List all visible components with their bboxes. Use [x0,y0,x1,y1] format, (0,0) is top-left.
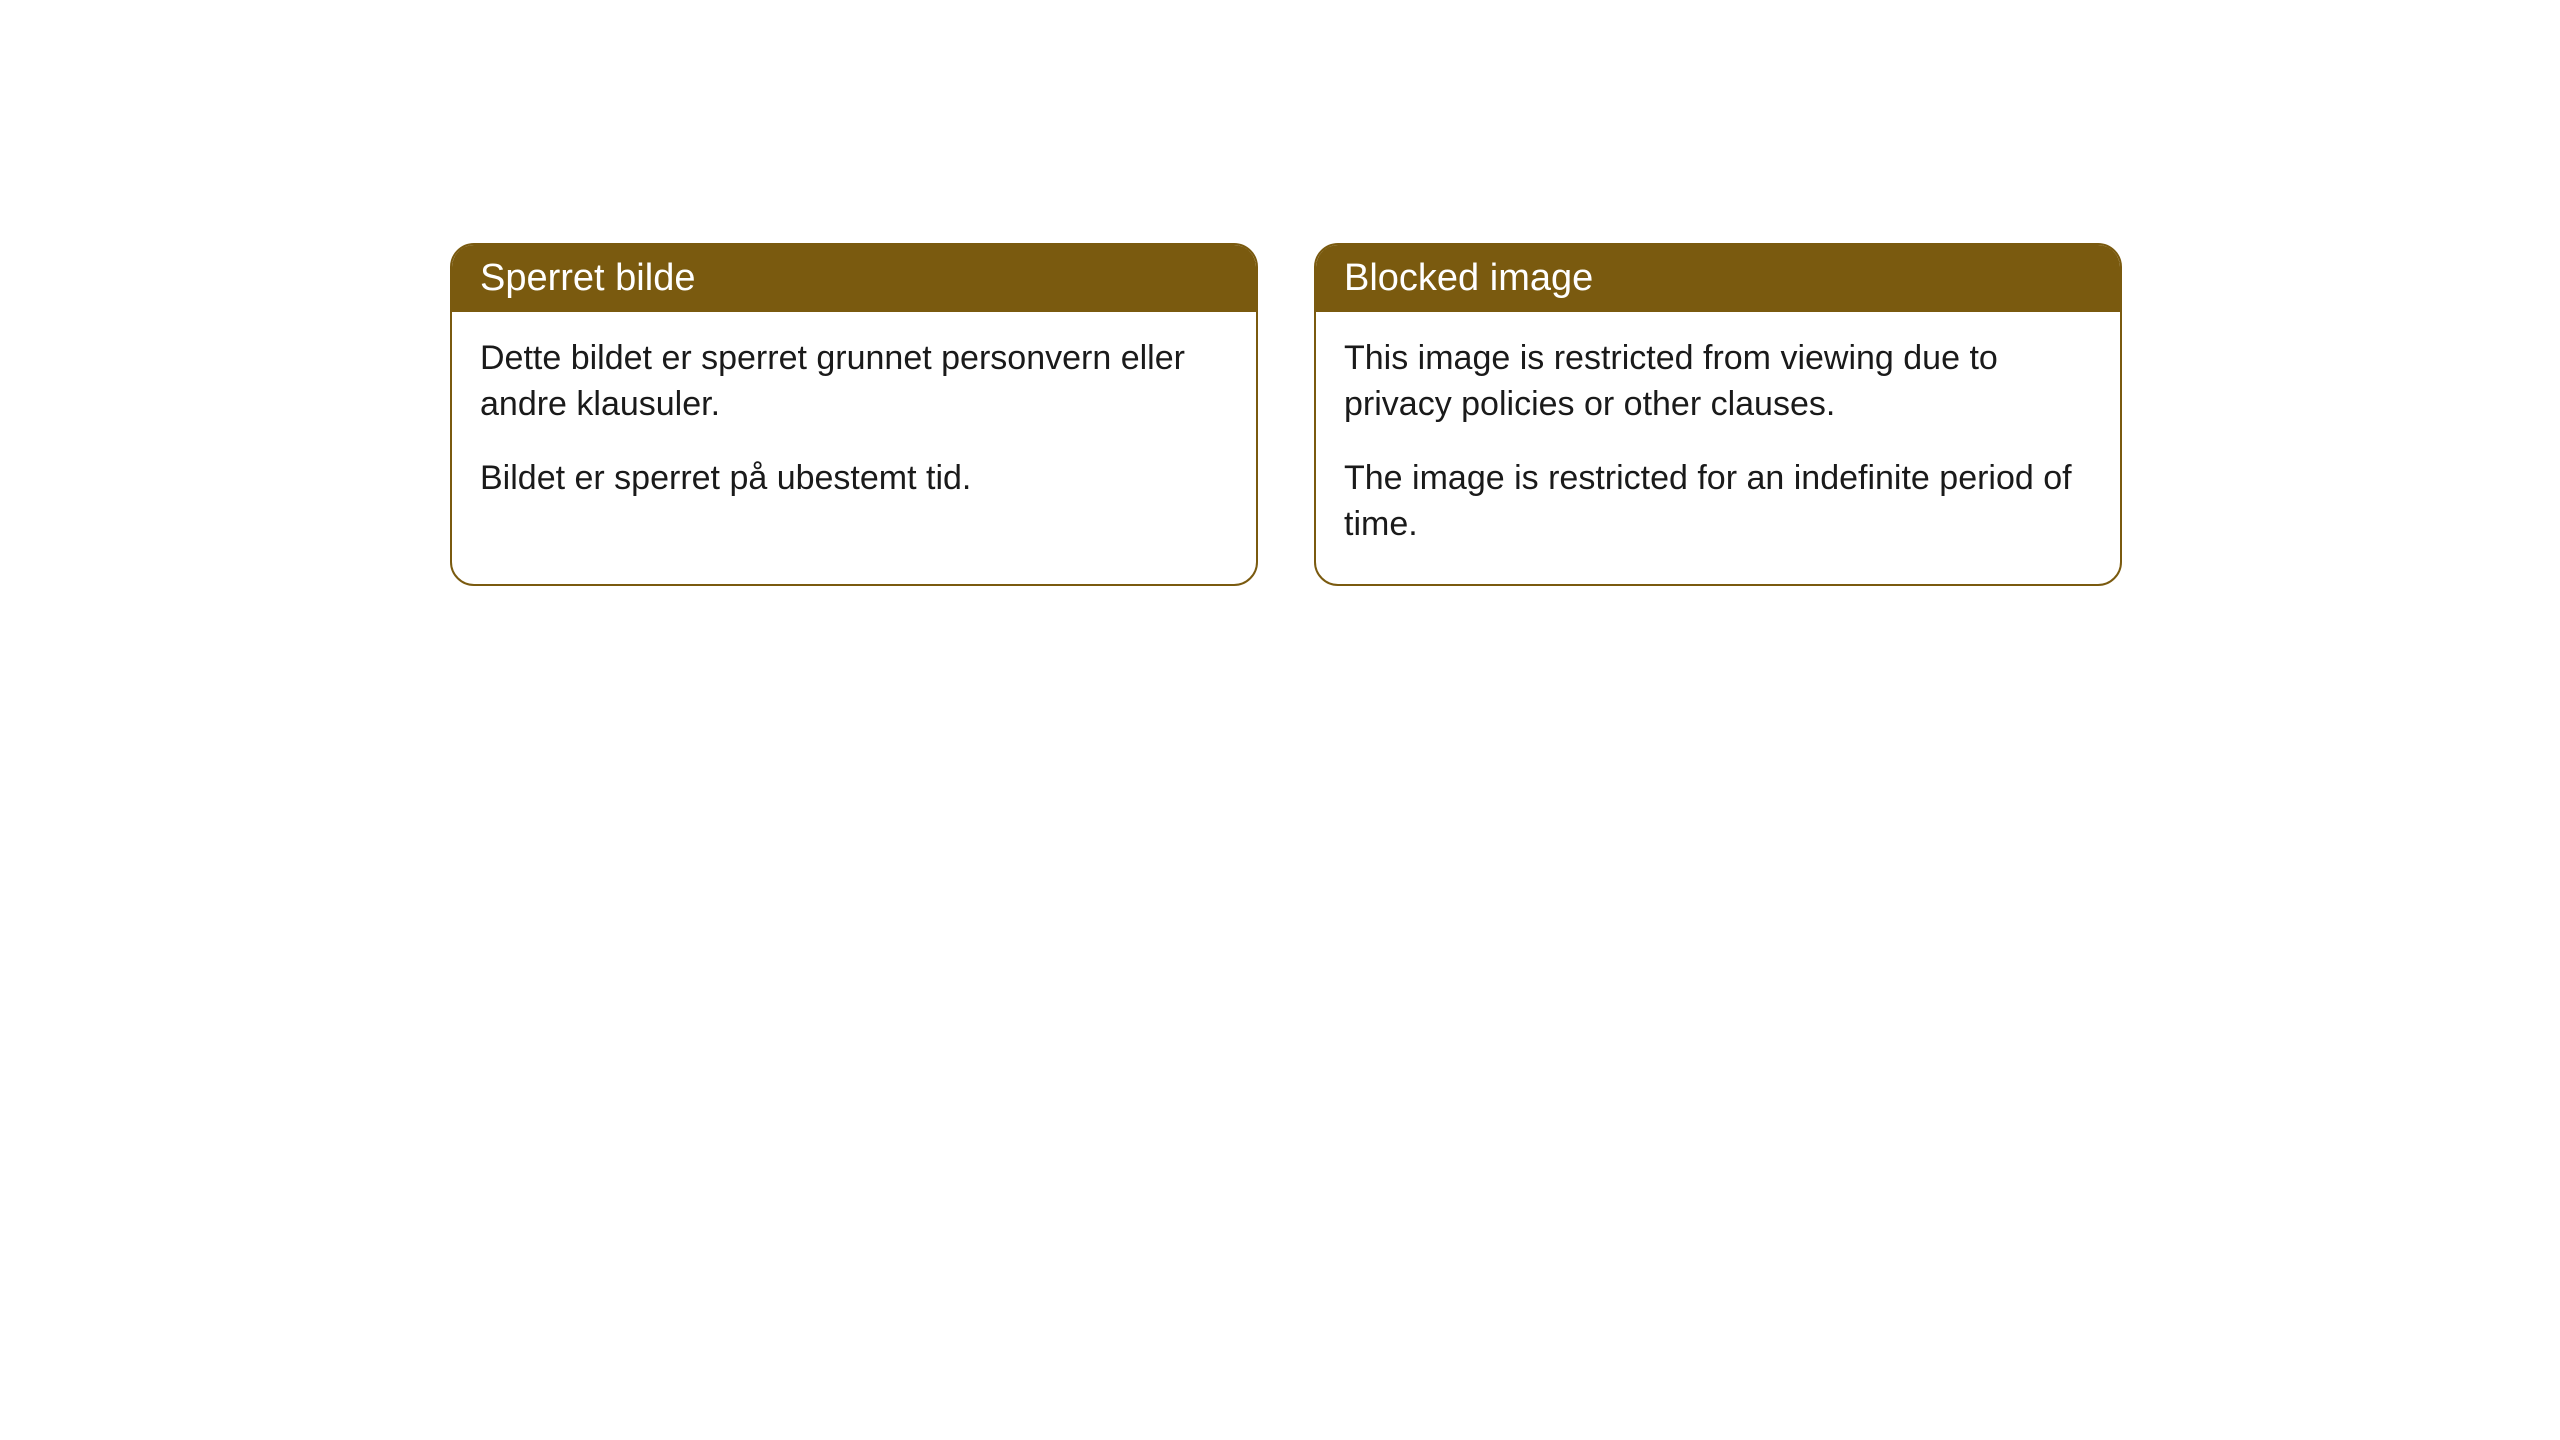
card-header-norwegian: Sperret bilde [452,245,1256,312]
card-paragraph-1-norwegian: Dette bildet er sperret grunnet personve… [480,336,1228,428]
card-title-norwegian: Sperret bilde [480,257,695,299]
card-paragraph-2-english: The image is restricted for an indefinit… [1344,456,2092,548]
blocked-image-card-english: Blocked image This image is restricted f… [1314,243,2122,586]
notice-cards-container: Sperret bilde Dette bildet er sperret gr… [450,243,2122,586]
card-title-english: Blocked image [1344,257,1593,299]
card-body-english: This image is restricted from viewing du… [1316,312,2120,584]
blocked-image-card-norwegian: Sperret bilde Dette bildet er sperret gr… [450,243,1258,586]
card-paragraph-1-english: This image is restricted from viewing du… [1344,336,2092,428]
card-paragraph-2-norwegian: Bildet er sperret på ubestemt tid. [480,456,1228,502]
card-body-norwegian: Dette bildet er sperret grunnet personve… [452,312,1256,538]
card-header-english: Blocked image [1316,245,2120,312]
